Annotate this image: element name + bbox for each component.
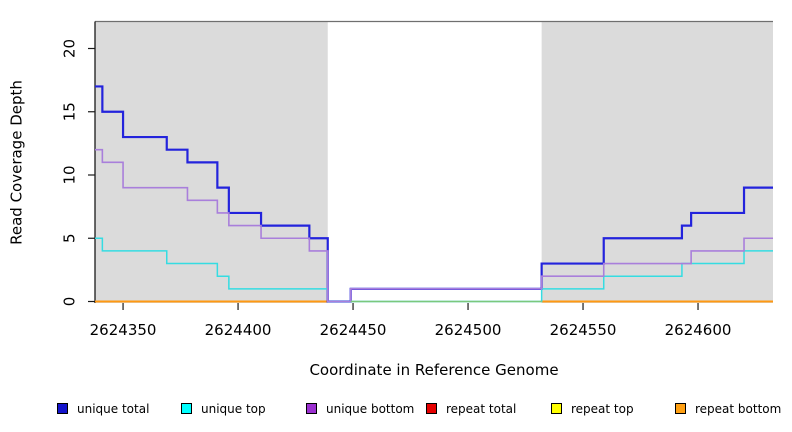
y-tick-label: 0: [61, 297, 79, 307]
legend-label: repeat top: [571, 401, 634, 416]
x-tick-label: 2624550: [550, 321, 617, 339]
unique-top-swatch-icon: [181, 403, 192, 414]
x-tick-label: 2624450: [320, 321, 387, 339]
y-tick-label: 5: [61, 233, 79, 243]
x-tick-label: 2624350: [90, 321, 157, 339]
legend-item-unique-top: unique top: [181, 401, 266, 416]
x-tick-label: 2624500: [435, 321, 502, 339]
plot-canvas: 0 5 10 15 20 2624350 2624400 2624450 2624500 2624…: [61, 20, 773, 339]
legend-item-repeat-top: repeat top: [551, 401, 634, 416]
legend-label: unique total: [77, 401, 150, 416]
legend-label: unique bottom: [326, 401, 415, 416]
x-tick-label: 2624600: [665, 321, 732, 339]
series-unique-total: [95, 85, 773, 303]
repeat-total-swatch-icon: [426, 403, 437, 414]
legend-item-repeat-bottom: repeat bottom: [675, 401, 781, 416]
legend-label: repeat bottom: [695, 401, 782, 416]
repeat-bottom-swatch-icon: [675, 403, 686, 414]
repeat-top-swatch-icon: [551, 403, 562, 414]
legend-item-unique-bottom: unique bottom: [306, 401, 414, 416]
series-unique-bottom: [95, 148, 773, 303]
x-tick-label: 2624400: [205, 321, 272, 339]
legend-item-unique-total: unique total: [57, 401, 149, 416]
y-tick-label: 10: [61, 165, 79, 184]
unique-total-swatch-icon: [57, 403, 68, 414]
legend-item-repeat-total: repeat total: [426, 401, 516, 416]
legend-label: repeat total: [446, 401, 517, 416]
unique-bottom-swatch-icon: [306, 403, 317, 414]
legend-label: unique top: [201, 401, 266, 416]
y-axis-title: Read Coverage Depth: [7, 80, 26, 245]
x-axis-title: Coordinate in Reference Genome: [309, 361, 559, 379]
y-tick-label: 15: [61, 102, 79, 121]
shaded-band: [541, 21, 773, 303]
y-tick-label: 20: [61, 39, 79, 58]
